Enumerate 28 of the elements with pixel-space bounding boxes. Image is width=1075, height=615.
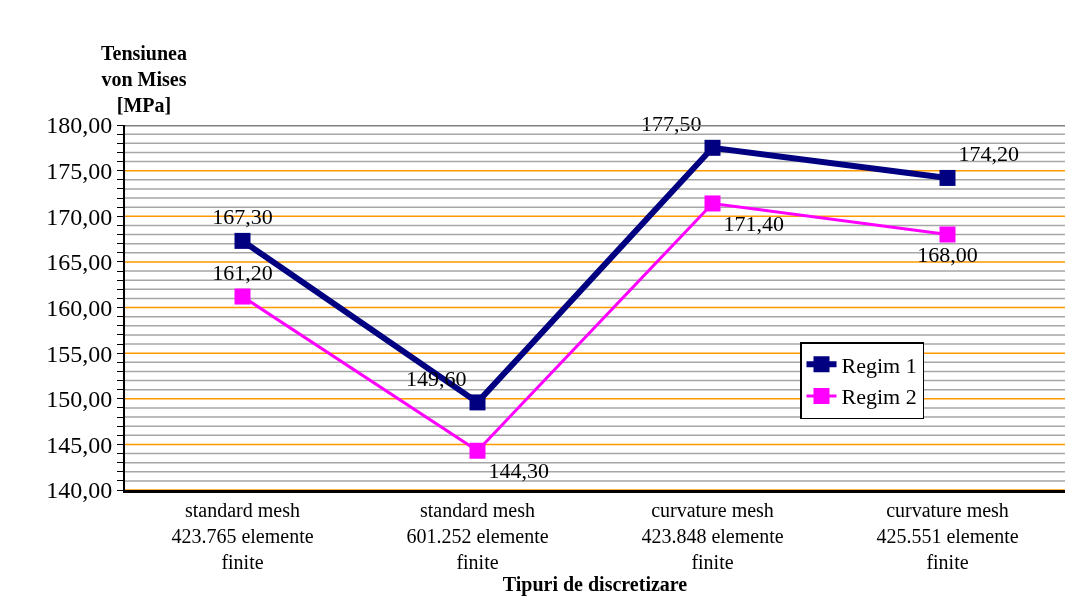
y-tick-label: 150,00 [46, 386, 113, 413]
point [469, 442, 486, 459]
x-tick-label: curvature mesh 425.551 elemente finite [876, 499, 1019, 573]
x-axis-title: Tipuri de discretizare [502, 573, 688, 596]
data-label: 174,20 [958, 141, 1019, 167]
data-label: 171,40 [723, 210, 784, 236]
data-label: 144,30 [488, 458, 549, 484]
point [469, 394, 486, 411]
y-tick-label: 175,00 [46, 158, 113, 185]
x-tick-label: standard mesh 423.765 elemente finite [171, 499, 314, 573]
y-tick-label: 160,00 [46, 294, 113, 321]
x-tick-label: curvature mesh 423.848 elemente finite [641, 499, 784, 573]
point [234, 232, 251, 249]
y-tick-label: 165,00 [46, 249, 113, 276]
y-tick-label: 170,00 [46, 203, 113, 230]
point [939, 169, 956, 186]
data-label: 168,00 [917, 242, 978, 267]
point [704, 139, 721, 156]
y-tick-label: 140,00 [46, 477, 113, 504]
legend-label: Regim 2 [841, 384, 917, 410]
y-tick-label: 155,00 [46, 340, 113, 367]
y-tick-label: 145,00 [46, 431, 113, 458]
point [704, 195, 721, 212]
x-tick-label: standard mesh 601.252 elemente finite [406, 499, 549, 573]
data-label: 161,20 [212, 260, 273, 286]
point [234, 288, 251, 305]
point [939, 226, 956, 243]
legend-label: Regim 1 [841, 352, 917, 378]
